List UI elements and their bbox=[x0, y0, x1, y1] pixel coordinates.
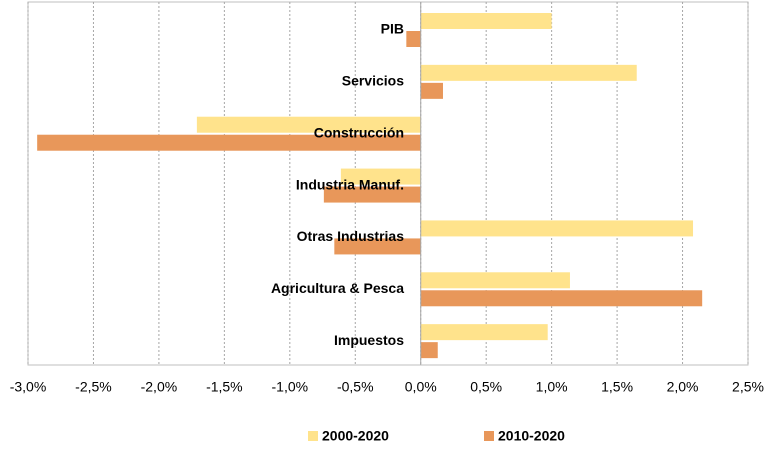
category-label: Agricultura & Pesca bbox=[271, 280, 404, 296]
category-label: Construcción bbox=[314, 124, 404, 140]
legend-swatch bbox=[484, 431, 494, 441]
bar bbox=[420, 324, 548, 341]
category-label: Otras Industrias bbox=[297, 228, 405, 244]
bar bbox=[420, 64, 637, 81]
x-tick-label: 0,0% bbox=[405, 379, 437, 395]
bar bbox=[420, 82, 443, 99]
bar bbox=[420, 290, 703, 307]
x-tick-label: -1,0% bbox=[272, 379, 309, 395]
x-tick-label: -1,5% bbox=[206, 379, 243, 395]
bar bbox=[420, 342, 438, 359]
x-tick-label: 1,0% bbox=[536, 379, 568, 395]
bar bbox=[420, 220, 694, 237]
x-tick-label: 1,5% bbox=[601, 379, 633, 395]
x-tick-label: -0,5% bbox=[337, 379, 374, 395]
legend-label: 2000-2020 bbox=[322, 428, 389, 444]
x-tick-label: -3,0% bbox=[10, 379, 47, 395]
bar bbox=[420, 272, 570, 289]
bar bbox=[323, 186, 421, 203]
category-label: Impuestos bbox=[334, 332, 404, 348]
x-tick-label: 0,5% bbox=[470, 379, 502, 395]
legend-swatch bbox=[308, 431, 318, 441]
bar bbox=[334, 238, 421, 255]
x-tick-label: 2,0% bbox=[667, 379, 699, 395]
bar bbox=[420, 13, 552, 29]
category-label: PIB bbox=[381, 21, 404, 37]
bar bbox=[196, 116, 421, 133]
bar bbox=[37, 134, 421, 151]
x-tick-label: -2,5% bbox=[75, 379, 112, 395]
category-label: Servicios bbox=[342, 73, 404, 89]
category-label: Industria Manuf. bbox=[296, 176, 404, 192]
x-tick-label: 2,5% bbox=[732, 379, 764, 395]
legend-label: 2010-2020 bbox=[498, 428, 565, 444]
bar bbox=[340, 168, 421, 185]
x-tick-label: -2,0% bbox=[141, 379, 178, 395]
bar bbox=[406, 31, 421, 47]
